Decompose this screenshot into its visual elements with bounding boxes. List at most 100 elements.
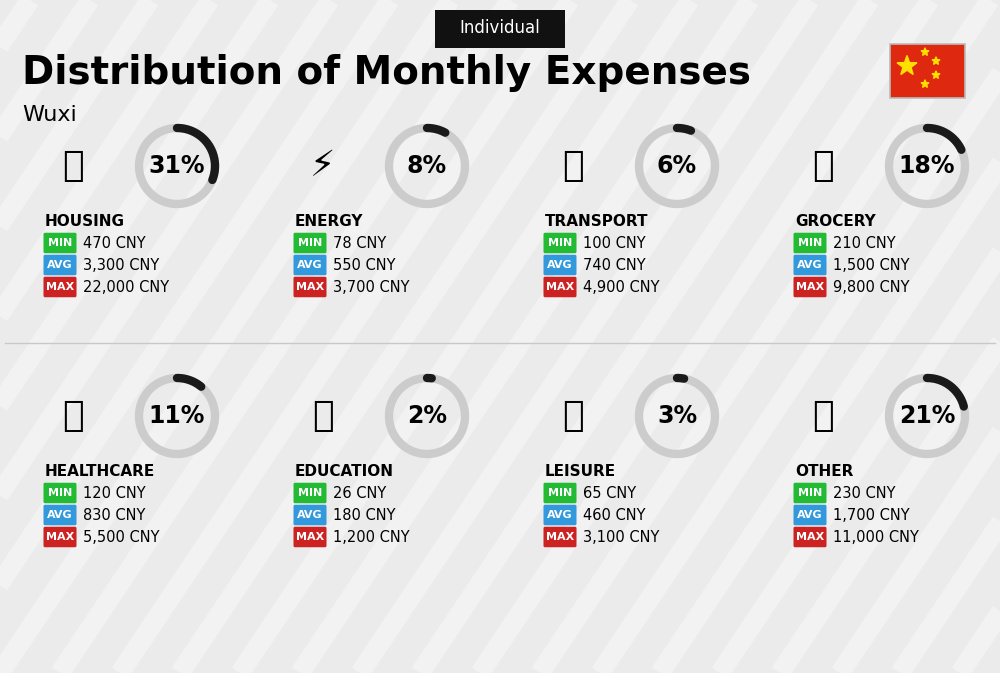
FancyBboxPatch shape [794, 233, 826, 253]
Text: MAX: MAX [296, 532, 324, 542]
Text: AVG: AVG [47, 260, 73, 270]
FancyBboxPatch shape [544, 233, 576, 253]
FancyBboxPatch shape [544, 483, 576, 503]
Text: 2%: 2% [407, 404, 447, 428]
Text: 100 CNY: 100 CNY [583, 236, 646, 250]
Text: 5,500 CNY: 5,500 CNY [83, 530, 160, 544]
Polygon shape [932, 71, 940, 78]
Text: 26 CNY: 26 CNY [333, 485, 386, 501]
Text: 🎓: 🎓 [312, 399, 334, 433]
Text: 11%: 11% [149, 404, 205, 428]
Text: MIN: MIN [298, 238, 322, 248]
Text: 1,500 CNY: 1,500 CNY [833, 258, 909, 273]
Text: MIN: MIN [548, 238, 572, 248]
Text: 9,800 CNY: 9,800 CNY [833, 279, 909, 295]
Text: 💗: 💗 [62, 399, 84, 433]
Text: 6%: 6% [657, 154, 697, 178]
Text: 740 CNY: 740 CNY [583, 258, 646, 273]
Text: 3,100 CNY: 3,100 CNY [583, 530, 659, 544]
Text: 31%: 31% [149, 154, 205, 178]
Polygon shape [921, 48, 929, 55]
Text: 4,900 CNY: 4,900 CNY [583, 279, 660, 295]
Text: 550 CNY: 550 CNY [333, 258, 396, 273]
Text: 21%: 21% [899, 404, 955, 428]
FancyBboxPatch shape [794, 527, 826, 547]
Text: HOUSING: HOUSING [45, 215, 125, 229]
Text: MAX: MAX [296, 282, 324, 292]
Text: MAX: MAX [796, 532, 824, 542]
Text: AVG: AVG [547, 510, 573, 520]
Text: ENERGY: ENERGY [295, 215, 364, 229]
Text: 830 CNY: 830 CNY [83, 507, 145, 522]
Text: 210 CNY: 210 CNY [833, 236, 896, 250]
Polygon shape [897, 55, 917, 75]
FancyBboxPatch shape [794, 505, 826, 525]
Text: AVG: AVG [797, 510, 823, 520]
Text: 180 CNY: 180 CNY [333, 507, 396, 522]
Text: 🚌: 🚌 [562, 149, 584, 183]
FancyBboxPatch shape [544, 255, 576, 275]
FancyBboxPatch shape [44, 277, 76, 297]
FancyBboxPatch shape [544, 505, 576, 525]
FancyBboxPatch shape [794, 483, 826, 503]
Text: 🏗: 🏗 [62, 149, 84, 183]
FancyBboxPatch shape [435, 9, 565, 48]
Text: 65 CNY: 65 CNY [583, 485, 636, 501]
Text: Distribution of Monthly Expenses: Distribution of Monthly Expenses [22, 54, 751, 92]
Text: 22,000 CNY: 22,000 CNY [83, 279, 169, 295]
Text: 3,300 CNY: 3,300 CNY [83, 258, 159, 273]
Text: MAX: MAX [46, 532, 74, 542]
Text: LEISURE: LEISURE [545, 464, 616, 479]
FancyBboxPatch shape [44, 527, 76, 547]
Text: 470 CNY: 470 CNY [83, 236, 146, 250]
Text: MAX: MAX [546, 532, 574, 542]
Text: MIN: MIN [548, 488, 572, 498]
Text: AVG: AVG [47, 510, 73, 520]
Text: MIN: MIN [798, 488, 822, 498]
Text: MAX: MAX [796, 282, 824, 292]
Text: AVG: AVG [797, 260, 823, 270]
Text: 11,000 CNY: 11,000 CNY [833, 530, 919, 544]
Text: MAX: MAX [46, 282, 74, 292]
Text: 3%: 3% [657, 404, 697, 428]
FancyBboxPatch shape [294, 277, 326, 297]
Text: EDUCATION: EDUCATION [295, 464, 394, 479]
FancyBboxPatch shape [44, 483, 76, 503]
Text: MIN: MIN [48, 488, 72, 498]
FancyBboxPatch shape [44, 255, 76, 275]
Text: 460 CNY: 460 CNY [583, 507, 646, 522]
Text: OTHER: OTHER [795, 464, 853, 479]
Text: 🛍: 🛍 [562, 399, 584, 433]
Text: MAX: MAX [546, 282, 574, 292]
Text: AVG: AVG [547, 260, 573, 270]
FancyBboxPatch shape [890, 44, 965, 98]
FancyBboxPatch shape [294, 255, 326, 275]
Text: HEALTHCARE: HEALTHCARE [45, 464, 155, 479]
Text: GROCERY: GROCERY [795, 215, 876, 229]
Text: 120 CNY: 120 CNY [83, 485, 146, 501]
Polygon shape [921, 80, 929, 87]
Text: ⚡: ⚡ [310, 149, 336, 183]
Text: 230 CNY: 230 CNY [833, 485, 895, 501]
FancyBboxPatch shape [294, 527, 326, 547]
Polygon shape [932, 57, 940, 65]
Text: 👜: 👜 [812, 399, 834, 433]
Text: 🛒: 🛒 [812, 149, 834, 183]
FancyBboxPatch shape [794, 255, 826, 275]
Text: MIN: MIN [798, 238, 822, 248]
Text: 1,200 CNY: 1,200 CNY [333, 530, 410, 544]
FancyBboxPatch shape [294, 233, 326, 253]
FancyBboxPatch shape [294, 505, 326, 525]
Text: 3,700 CNY: 3,700 CNY [333, 279, 410, 295]
Text: Individual: Individual [460, 19, 540, 37]
Text: MIN: MIN [298, 488, 322, 498]
Text: 8%: 8% [407, 154, 447, 178]
Text: TRANSPORT: TRANSPORT [545, 215, 648, 229]
Text: MIN: MIN [48, 238, 72, 248]
FancyBboxPatch shape [44, 233, 76, 253]
Text: 18%: 18% [899, 154, 955, 178]
Text: 78 CNY: 78 CNY [333, 236, 386, 250]
Text: AVG: AVG [297, 260, 323, 270]
FancyBboxPatch shape [794, 277, 826, 297]
FancyBboxPatch shape [44, 505, 76, 525]
